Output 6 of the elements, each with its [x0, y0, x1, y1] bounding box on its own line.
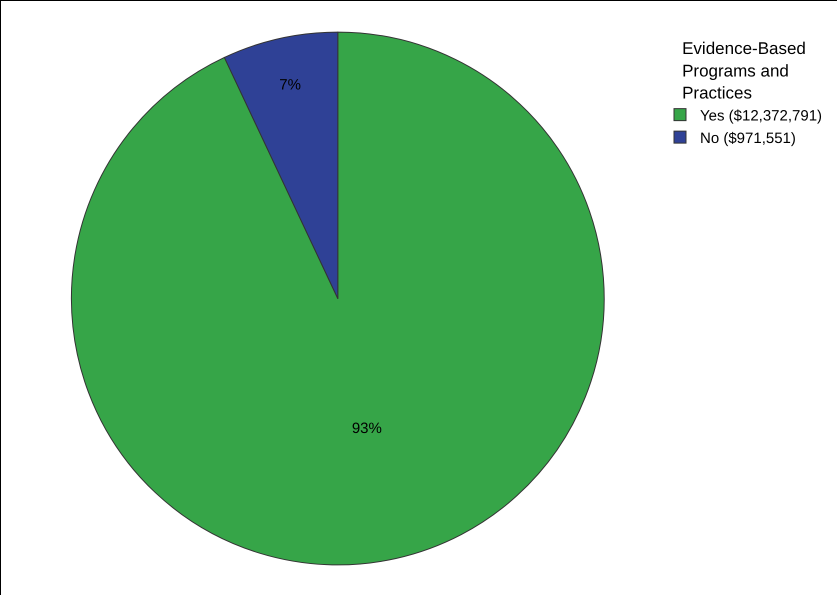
- legend-title: Evidence-Based Programs and Practices: [682, 39, 806, 102]
- data-label: 7%: [279, 76, 301, 94]
- pie-slice: [71, 32, 605, 566]
- legend-label: No ($971,551): [700, 130, 796, 147]
- legend-label: Yes ($12,372,791): [700, 108, 822, 124]
- data-label: 93%: [352, 420, 382, 437]
